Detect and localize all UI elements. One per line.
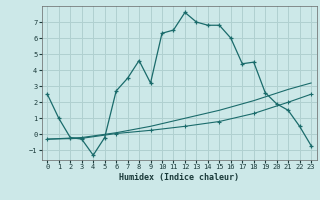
X-axis label: Humidex (Indice chaleur): Humidex (Indice chaleur) xyxy=(119,173,239,182)
